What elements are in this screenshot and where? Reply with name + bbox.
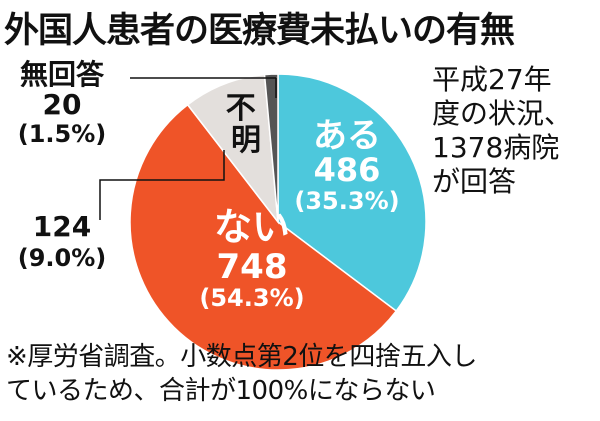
slice-label-fumei: 不 明 [226,91,266,158]
slice-percent-nai: (54.3%) [199,284,304,312]
slice-value-unknown: 124 [33,210,91,243]
slice-nai [129,103,398,371]
slice-percent-unknown: (9.0%) [18,244,107,272]
footnote-line: ※厚労省調査。小数点第2位を四捨五入し [6,342,477,372]
survey-note: 平成27年 度の状況、 1378病院 が回答 [432,63,592,199]
survey-note-line: が回答 [432,165,517,198]
slice-aru [277,73,427,313]
slice-unknown [186,73,279,225]
slice-value-no-answer: 20 [43,88,82,121]
slice-label-no-answer: 無回答 [20,58,105,91]
footnote-line: ているため、合計が100%にならない [6,376,436,406]
footnote: ※厚労省調査。小数点第2位を四捨五入し ているため、合計が100%にならない [6,340,596,408]
slice-label-nai: ない [214,205,290,249]
slice-value-aru: 486 [314,151,381,189]
survey-note-line: 平成27年 [432,63,552,96]
survey-note-line: 1378病院 [432,131,560,164]
slice-value-nai: 748 [217,247,288,287]
slice-no-answer [263,73,279,223]
slice-percent-no-answer: (1.5%) [18,120,107,148]
slice-percent-aru: (35.3%) [294,187,399,215]
leader-line-unknown [99,150,225,220]
slice-label-aru: ある [313,116,381,156]
chart-title: 外国人患者の医療費未払いの有無 [4,11,515,51]
survey-note-line: 度の状況、 [432,97,573,130]
